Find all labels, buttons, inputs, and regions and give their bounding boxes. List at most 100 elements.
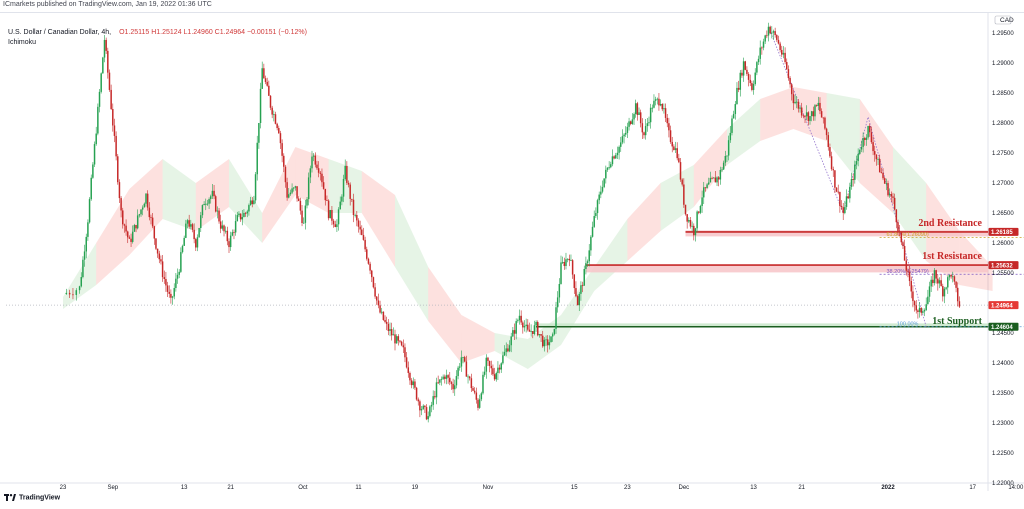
candle-body bbox=[732, 113, 735, 119]
candle-body bbox=[387, 323, 390, 331]
candle-body bbox=[620, 142, 622, 147]
candle-body bbox=[598, 194, 600, 201]
y-tick-label: 1.23500 bbox=[992, 391, 1014, 397]
candle-body bbox=[430, 404, 433, 407]
candle-body bbox=[835, 187, 838, 192]
candle-body bbox=[110, 89, 112, 110]
candle-body bbox=[570, 260, 572, 262]
candle-body bbox=[674, 148, 677, 151]
candle-body bbox=[709, 177, 712, 183]
candle-body bbox=[820, 111, 823, 118]
candle-body bbox=[327, 200, 330, 219]
candle-body bbox=[229, 235, 232, 248]
candle-body bbox=[440, 378, 443, 380]
candle-body bbox=[439, 379, 441, 383]
candle-body bbox=[842, 207, 844, 214]
candle-body bbox=[699, 205, 702, 213]
candle-body bbox=[103, 39, 106, 58]
candle-body bbox=[188, 220, 190, 227]
candle-body bbox=[415, 387, 418, 400]
candle-body bbox=[278, 128, 280, 134]
candle-body bbox=[410, 380, 413, 386]
candle-body bbox=[648, 122, 650, 124]
candle-body bbox=[352, 199, 355, 216]
x-tick-label: 11 bbox=[355, 485, 362, 491]
y-tick-label: 1.22500 bbox=[992, 451, 1014, 457]
candle-body bbox=[867, 126, 869, 138]
candle-body bbox=[882, 172, 884, 179]
candle-body bbox=[900, 232, 903, 243]
candle-body bbox=[548, 342, 551, 346]
candle-body bbox=[854, 164, 856, 180]
ichimoku-cloud-segment bbox=[893, 147, 927, 261]
candle-body bbox=[800, 107, 803, 116]
ichimoku-cloud-segment bbox=[63, 243, 97, 309]
candle-body bbox=[372, 277, 375, 288]
candle-body bbox=[449, 377, 451, 383]
candle-body bbox=[727, 140, 730, 156]
ichimoku-cloud-segment bbox=[361, 171, 395, 267]
candle-body bbox=[638, 112, 640, 115]
candle-body bbox=[249, 200, 252, 206]
candle-body bbox=[935, 270, 937, 279]
candle-body bbox=[141, 207, 144, 210]
candle-body bbox=[107, 50, 109, 73]
candle-body bbox=[877, 158, 879, 160]
candle-body bbox=[397, 336, 400, 341]
candle-body bbox=[792, 94, 795, 104]
candle-body bbox=[294, 186, 297, 188]
candle-body bbox=[814, 105, 816, 117]
candle-body bbox=[847, 196, 849, 199]
level-name-2: 1st Resistance bbox=[922, 251, 982, 262]
candle-body bbox=[128, 237, 131, 239]
candle-body bbox=[790, 84, 793, 95]
currency-badge[interactable] bbox=[994, 15, 1012, 25]
candle-body bbox=[810, 111, 813, 117]
candle-body bbox=[292, 187, 295, 189]
candle-body bbox=[460, 357, 463, 367]
candle-body bbox=[93, 144, 96, 165]
level-name-1: 2nd Resistance bbox=[918, 218, 982, 229]
candle-body bbox=[654, 99, 657, 101]
candle-body bbox=[731, 118, 733, 133]
candle-body bbox=[244, 212, 247, 214]
candle-body bbox=[379, 305, 381, 313]
candle-body bbox=[297, 198, 300, 201]
candle-body bbox=[498, 367, 501, 370]
candle-body bbox=[757, 58, 760, 63]
candle-body bbox=[515, 321, 517, 334]
price-chart[interactable]: 2nd Resistance 1st Resistance 1st Support 6… bbox=[0, 13, 1024, 491]
candle-body bbox=[166, 285, 169, 292]
candle-body bbox=[299, 200, 302, 211]
candle-body bbox=[795, 101, 798, 103]
y-tick-label: 1.24500 bbox=[992, 331, 1014, 337]
candle-body bbox=[505, 348, 507, 352]
candle-body bbox=[206, 203, 209, 205]
candle-body bbox=[455, 376, 458, 386]
candle-body bbox=[659, 104, 662, 106]
candle-body bbox=[492, 368, 494, 375]
candle-body bbox=[82, 259, 84, 278]
candle-body bbox=[897, 222, 899, 232]
candle-body bbox=[769, 26, 771, 34]
candle-body bbox=[649, 107, 652, 123]
candle-body bbox=[264, 78, 267, 82]
candle-body bbox=[266, 81, 268, 86]
candle-body bbox=[369, 263, 371, 271]
candle-body bbox=[923, 310, 926, 312]
candle-body bbox=[551, 334, 554, 337]
candle-body bbox=[221, 225, 224, 229]
candle-body bbox=[331, 210, 333, 221]
candle-body bbox=[538, 334, 541, 336]
candle-body bbox=[840, 205, 843, 208]
y-tick-label: 1.22000 bbox=[992, 481, 1014, 487]
candle-body bbox=[105, 39, 107, 51]
ichimoku-cloud-segment bbox=[428, 267, 462, 363]
candle-body bbox=[864, 138, 866, 141]
candle-body bbox=[291, 188, 293, 193]
candle-body bbox=[857, 153, 859, 162]
candle-body bbox=[362, 234, 365, 240]
chart-frame[interactable]: 2nd Resistance 1st Resistance 1st Support 6… bbox=[0, 12, 1024, 491]
candle-body bbox=[586, 261, 589, 264]
candle-body bbox=[452, 383, 454, 390]
